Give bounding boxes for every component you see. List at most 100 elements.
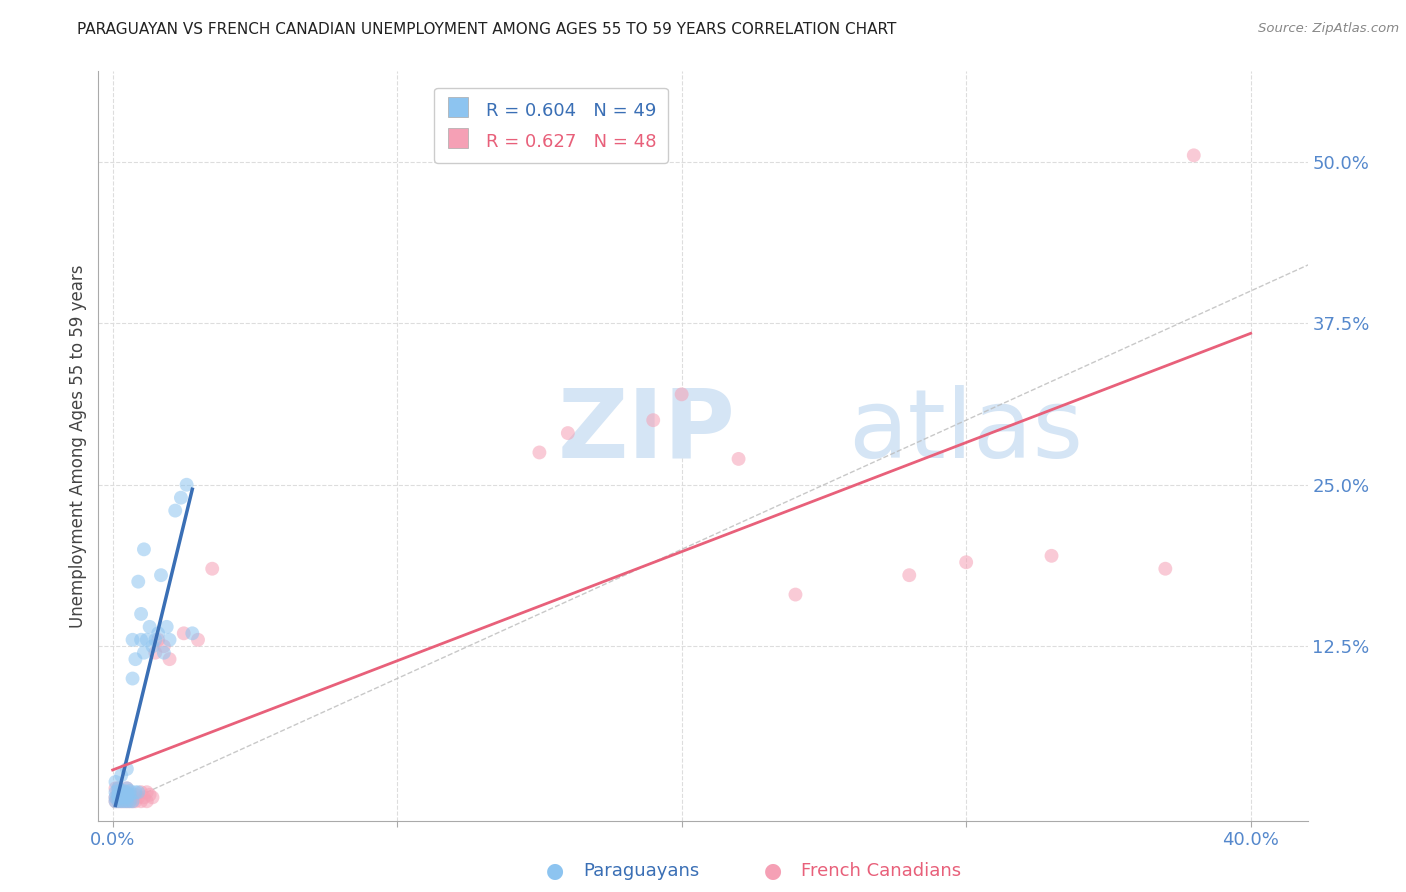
Point — [141, 639, 163, 653]
Point — [110, 785, 132, 799]
Text: Paraguayans: Paraguayans — [583, 863, 700, 880]
Point — [156, 620, 179, 634]
Point — [181, 626, 204, 640]
Point — [104, 781, 127, 796]
Text: atlas: atlas — [848, 384, 1083, 477]
Point — [159, 652, 181, 666]
Point — [110, 790, 132, 805]
Point — [127, 790, 149, 805]
Point — [727, 451, 749, 466]
Point — [643, 413, 665, 427]
Point — [104, 794, 127, 808]
Point — [132, 790, 155, 805]
Point — [201, 562, 224, 576]
Point — [121, 632, 143, 647]
Point — [671, 387, 693, 401]
Point — [557, 426, 579, 441]
Point — [112, 790, 135, 805]
Point — [104, 775, 127, 789]
Legend: R = 0.604   N = 49, R = 0.627   N = 48: R = 0.604 N = 49, R = 0.627 N = 48 — [434, 88, 668, 162]
Point — [146, 632, 169, 647]
Point — [135, 632, 157, 647]
Text: Source: ZipAtlas.com: Source: ZipAtlas.com — [1258, 22, 1399, 36]
Point — [121, 790, 143, 805]
Point — [110, 768, 132, 782]
Point — [132, 542, 155, 557]
Text: ZIP: ZIP — [558, 384, 735, 477]
Y-axis label: Unemployment Among Ages 55 to 59 years: Unemployment Among Ages 55 to 59 years — [69, 264, 87, 628]
Point — [121, 794, 143, 808]
Point — [170, 491, 193, 505]
Point — [107, 790, 129, 805]
Point — [110, 794, 132, 808]
Point — [112, 794, 135, 808]
Point — [115, 762, 138, 776]
Point — [1182, 148, 1205, 162]
Point — [143, 632, 166, 647]
Point — [138, 788, 160, 802]
Point — [165, 503, 187, 517]
Point — [115, 790, 138, 805]
Point — [107, 784, 129, 798]
Point — [141, 790, 163, 805]
Point — [150, 568, 173, 582]
Point — [529, 445, 551, 459]
Point — [118, 788, 141, 802]
Point — [124, 794, 146, 808]
Point — [112, 785, 135, 799]
Point — [112, 794, 135, 808]
Text: ●: ● — [547, 862, 564, 881]
Point — [785, 588, 807, 602]
Point — [104, 785, 127, 799]
Point — [115, 794, 138, 808]
Point — [115, 785, 138, 799]
Point — [121, 672, 143, 686]
Point — [153, 646, 176, 660]
Point — [129, 607, 152, 621]
Point — [176, 477, 198, 491]
Point — [107, 790, 129, 805]
Point — [135, 794, 157, 808]
Point — [107, 781, 129, 796]
Point — [107, 794, 129, 808]
Point — [173, 626, 195, 640]
Point — [112, 784, 135, 798]
Point — [124, 788, 146, 802]
Point — [110, 794, 132, 808]
Point — [118, 784, 141, 798]
Point — [1154, 562, 1177, 576]
Text: PARAGUAYAN VS FRENCH CANADIAN UNEMPLOYMENT AMONG AGES 55 TO 59 YEARS CORRELATION: PARAGUAYAN VS FRENCH CANADIAN UNEMPLOYME… — [77, 22, 897, 37]
Point — [143, 646, 166, 660]
Point — [146, 626, 169, 640]
Point — [118, 788, 141, 802]
Point — [132, 646, 155, 660]
Point — [153, 639, 176, 653]
Point — [118, 794, 141, 808]
Point — [129, 785, 152, 799]
Text: ●: ● — [765, 862, 782, 881]
Point — [124, 652, 146, 666]
Point — [115, 794, 138, 808]
Point — [129, 632, 152, 647]
Point — [115, 781, 138, 796]
Point — [115, 788, 138, 802]
Text: French Canadians: French Canadians — [801, 863, 962, 880]
Point — [104, 790, 127, 805]
Point — [104, 790, 127, 805]
Point — [104, 794, 127, 808]
Point — [115, 781, 138, 796]
Point — [129, 794, 152, 808]
Point — [115, 788, 138, 802]
Point — [955, 555, 977, 569]
Point — [138, 620, 160, 634]
Point — [121, 794, 143, 808]
Point — [898, 568, 921, 582]
Point — [135, 785, 157, 799]
Point — [124, 785, 146, 799]
Point — [107, 788, 129, 802]
Point — [187, 632, 209, 647]
Point — [112, 788, 135, 802]
Point — [107, 788, 129, 802]
Point — [1040, 549, 1063, 563]
Point — [110, 790, 132, 805]
